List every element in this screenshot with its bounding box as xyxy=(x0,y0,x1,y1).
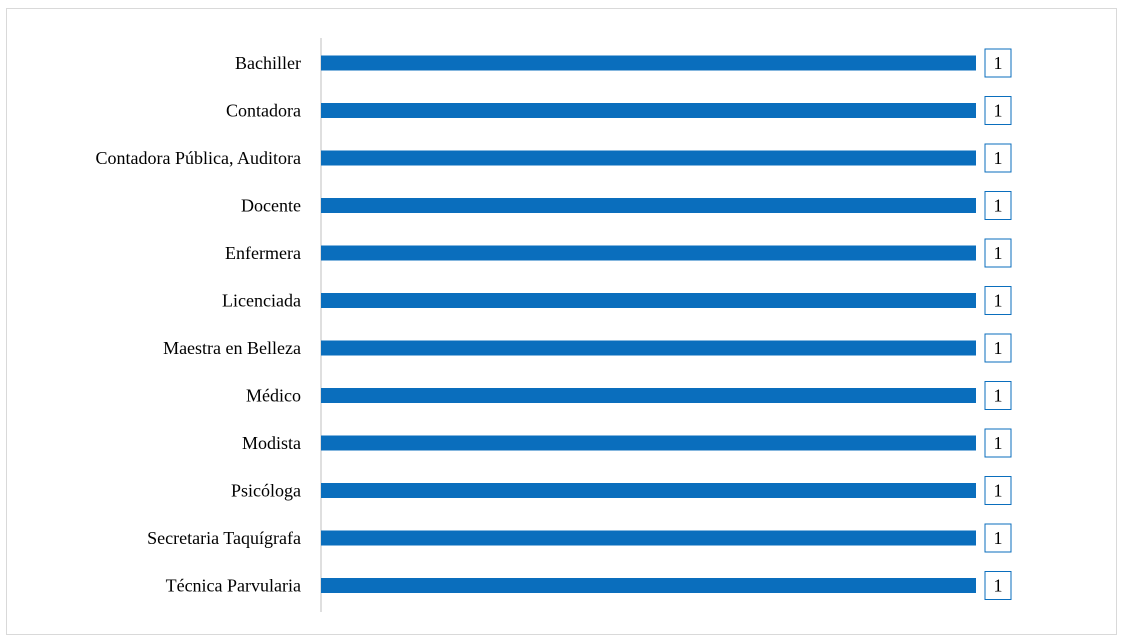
bar xyxy=(321,483,976,498)
data-label-box xyxy=(984,238,1012,268)
data-label: 1 xyxy=(994,433,1003,453)
data-label: 1 xyxy=(994,148,1003,168)
bar xyxy=(321,435,976,451)
data-label: 1 xyxy=(994,528,1003,548)
data-label: 1 xyxy=(994,338,1003,358)
data-label: 1 xyxy=(994,53,1003,73)
data-label-box xyxy=(984,48,1012,78)
data-label-box xyxy=(984,571,1012,600)
data-label: 1 xyxy=(994,101,1003,121)
category-label: Técnica Parvularia xyxy=(166,576,301,596)
bar xyxy=(321,530,976,546)
bar xyxy=(321,103,976,118)
bar xyxy=(321,245,976,261)
bar xyxy=(321,198,976,213)
category-label: Maestra en Belleza xyxy=(163,338,301,358)
data-label-box xyxy=(984,286,1012,315)
category-label: Modista xyxy=(242,433,301,453)
data-label-box xyxy=(984,191,1012,220)
category-label: Bachiller xyxy=(235,53,301,73)
data-label-box xyxy=(984,143,1012,173)
category-label: Licenciada xyxy=(222,291,301,311)
category-label: Contadora xyxy=(226,101,301,121)
data-labels-group: 1 1 1 1 1 1 1 1 1 1 1 1 xyxy=(984,48,1012,600)
data-label: 1 xyxy=(994,291,1003,311)
category-label: Contadora Pública, Auditora xyxy=(96,148,301,168)
bar xyxy=(321,578,976,593)
bar xyxy=(321,55,976,71)
data-label-box xyxy=(984,523,1012,553)
data-label-box xyxy=(984,381,1012,410)
category-label: Docente xyxy=(241,196,301,216)
bars-group xyxy=(321,55,976,593)
data-label: 1 xyxy=(994,481,1003,501)
data-label: 1 xyxy=(994,386,1003,406)
bar xyxy=(321,150,976,166)
category-label: Secretaria Taquígrafa xyxy=(147,528,301,548)
data-label-box xyxy=(984,96,1012,125)
category-labels-group: Bachiller Contadora Contadora Pública, Au… xyxy=(96,53,301,596)
data-label: 1 xyxy=(994,196,1003,216)
category-label: Médico xyxy=(246,386,301,406)
data-label-box xyxy=(984,476,1012,505)
category-label: Enfermera xyxy=(225,243,301,263)
bar xyxy=(321,340,976,356)
data-label-box xyxy=(984,428,1012,458)
data-label: 1 xyxy=(994,243,1003,263)
data-label-box xyxy=(984,333,1012,363)
data-label: 1 xyxy=(994,576,1003,596)
bar xyxy=(321,293,976,308)
bar xyxy=(321,388,976,403)
category-label: Psicóloga xyxy=(231,481,301,501)
